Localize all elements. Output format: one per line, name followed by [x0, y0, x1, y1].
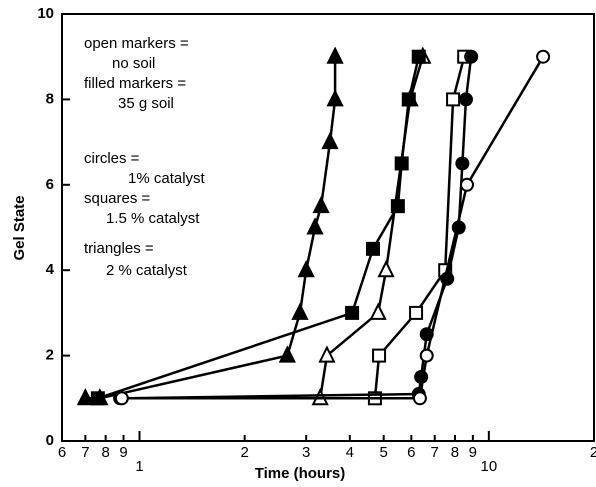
- x-tick-label: 6: [58, 444, 66, 461]
- x-tick-label: 2: [240, 444, 248, 461]
- x-axis-label: Time (hours): [255, 465, 346, 482]
- marker: [401, 92, 416, 107]
- x-tick-label: 7: [431, 444, 439, 461]
- annotation: filled markers =: [84, 75, 186, 92]
- marker: [76, 388, 95, 406]
- series-line: [318, 56, 424, 399]
- y-tick-label: 6: [46, 176, 54, 193]
- annotation: 1% catalyst: [128, 170, 206, 187]
- marker: [306, 217, 324, 235]
- marker: [318, 345, 336, 363]
- x-tick-label: 3: [302, 444, 310, 461]
- annotation: 2 % catalyst: [106, 262, 188, 279]
- x-tick-label: 1: [135, 458, 143, 475]
- marker: [411, 49, 426, 64]
- y-tick-label: 4: [46, 261, 55, 278]
- annotation: 35 g soil: [118, 95, 174, 112]
- marker: [291, 302, 309, 320]
- x-tick-label: 8: [451, 444, 459, 461]
- x-tick-label: 10: [480, 458, 497, 475]
- y-tick-label: 2: [46, 347, 54, 364]
- y-axis-label: Gel State: [11, 195, 28, 260]
- marker: [536, 49, 551, 64]
- x-tick-label: 4: [346, 444, 354, 461]
- marker: [297, 259, 315, 278]
- marker: [446, 92, 461, 107]
- series-line: [85, 56, 337, 400]
- marker: [372, 348, 387, 363]
- marker: [90, 391, 105, 406]
- annotation: no soil: [112, 55, 155, 72]
- marker: [412, 391, 427, 406]
- series-line: [121, 56, 545, 400]
- marker: [390, 199, 405, 214]
- marker: [278, 345, 296, 363]
- marker: [114, 391, 129, 406]
- marker: [458, 92, 473, 107]
- x-tick-label: 6: [407, 444, 415, 461]
- annotation: open markers =: [84, 35, 189, 52]
- x-tick-label: 5: [380, 444, 388, 461]
- series-line: [373, 56, 466, 399]
- marker: [365, 241, 380, 256]
- x-tick-label: 2: [590, 444, 596, 461]
- y-tick-label: 0: [46, 432, 54, 449]
- marker: [414, 369, 429, 384]
- x-tick-label: 7: [81, 444, 89, 461]
- marker: [419, 348, 434, 363]
- marker: [321, 131, 339, 150]
- x-tick-label: 9: [469, 444, 477, 461]
- y-tick-label: 8: [46, 90, 54, 107]
- annotation: circles =: [84, 150, 140, 167]
- marker: [326, 46, 344, 64]
- marker: [464, 49, 479, 64]
- marker: [326, 89, 344, 107]
- plot-frame: [61, 13, 595, 442]
- marker: [409, 305, 424, 320]
- annotation: squares =: [84, 190, 151, 207]
- y-tick-label: 10: [37, 5, 54, 22]
- marker: [377, 259, 395, 278]
- annotation: triangles =: [84, 240, 154, 257]
- marker: [455, 156, 470, 171]
- marker: [394, 156, 409, 171]
- x-tick-label: 9: [119, 444, 127, 461]
- marker: [369, 302, 387, 320]
- x-tick-label: 8: [101, 444, 109, 461]
- marker: [460, 177, 475, 192]
- annotation: 1.5 % catalyst: [106, 210, 200, 227]
- marker: [345, 305, 360, 320]
- marker: [312, 195, 330, 214]
